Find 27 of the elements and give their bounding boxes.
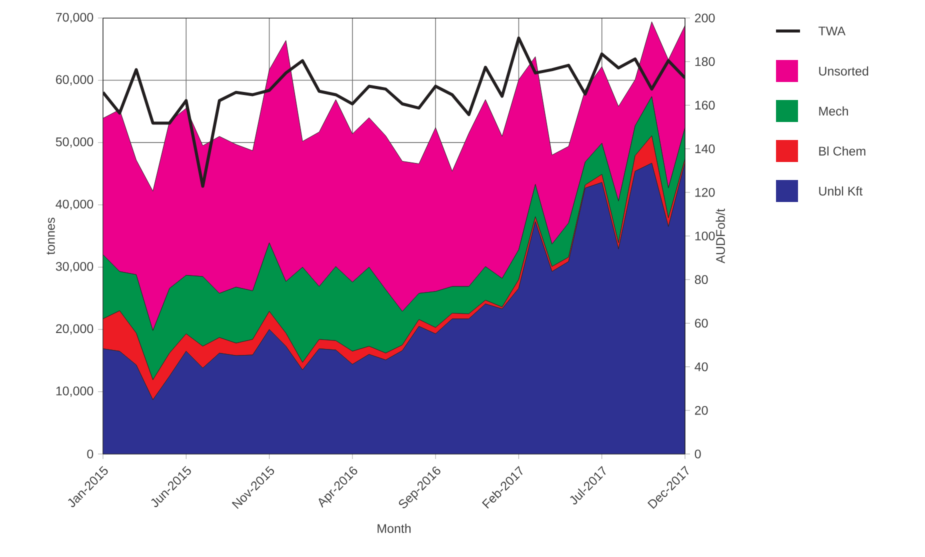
legend-label: Unsorted	[819, 66, 868, 76]
y2-tick-label: 140	[695, 144, 715, 154]
y2-tick-label: 200	[694, 14, 715, 22]
legend-label: Unbl Kft	[819, 186, 863, 196]
y-tick-label: 30,000	[56, 262, 94, 272]
y2-tick-label: 20	[694, 406, 708, 415]
legend-label: TWA	[818, 26, 846, 36]
y-tick-label: 10,000	[56, 386, 94, 397]
y2-tick-label: 0	[694, 450, 701, 458]
y-axis-title: tonnes	[46, 218, 55, 255]
y2-tick-label: 100	[695, 232, 715, 240]
y-tick-label: 0	[87, 450, 94, 458]
y2-tick-label: 60	[695, 318, 708, 328]
y2-tick-label: 80	[694, 275, 708, 284]
y-tick-label: 60,000	[56, 75, 94, 86]
y2-axis-title: AUDFob/t	[716, 208, 725, 264]
y2-tick-label: 160	[695, 100, 715, 110]
y2-tick-label: 120	[695, 188, 715, 197]
legend-label: Mech	[819, 106, 848, 116]
y-tick-label: 20,000	[56, 324, 94, 335]
x-axis-title: Month	[378, 524, 411, 533]
legend-label: Bl Chem	[819, 146, 866, 156]
y2-tick-label: 40	[694, 362, 708, 372]
y2-tick-label: 180	[695, 57, 715, 66]
y-tick-label: 70,000	[56, 12, 94, 24]
y-tick-label: 40,000	[56, 200, 94, 210]
y-tick-label: 50,000	[56, 137, 94, 148]
